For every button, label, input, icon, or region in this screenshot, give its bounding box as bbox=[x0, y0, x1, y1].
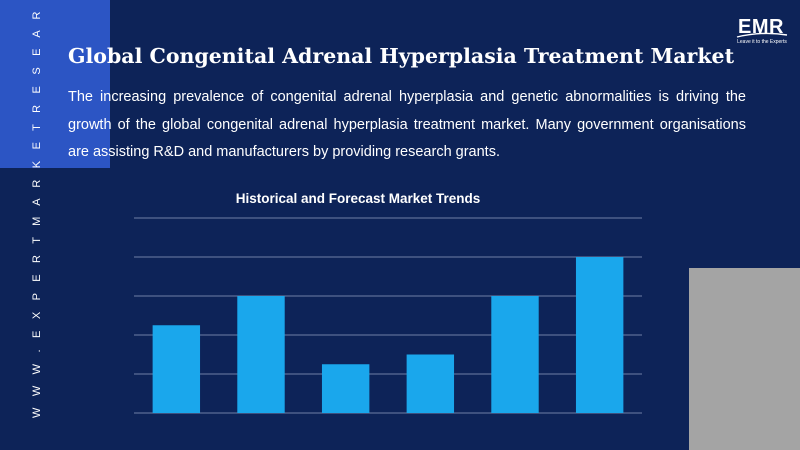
accent-block-right bbox=[689, 268, 800, 450]
emr-logo: EMR Leave it to the Experts bbox=[733, 16, 793, 46]
chart-gridlines bbox=[134, 217, 642, 414]
chart-bar bbox=[406, 354, 455, 413]
chart-bar bbox=[152, 325, 201, 413]
description-text: The increasing prevalence of congenital … bbox=[68, 89, 746, 160]
logo-text: EMR bbox=[738, 16, 784, 38]
chart-bar bbox=[237, 296, 285, 413]
logo-tagline: Leave it to the Experts bbox=[737, 39, 787, 45]
chart-bar bbox=[575, 257, 624, 413]
chart-title: Historical and Forecast Market Trends bbox=[236, 191, 481, 206]
accent-block-left bbox=[0, 0, 110, 168]
chart-bar bbox=[321, 364, 370, 413]
chart-bars bbox=[152, 257, 624, 413]
chart-bar bbox=[491, 296, 539, 413]
page-title: Global Congenital Adrenal Hyperplasia Tr… bbox=[68, 44, 735, 68]
logo-swoosh-icon bbox=[736, 32, 788, 38]
